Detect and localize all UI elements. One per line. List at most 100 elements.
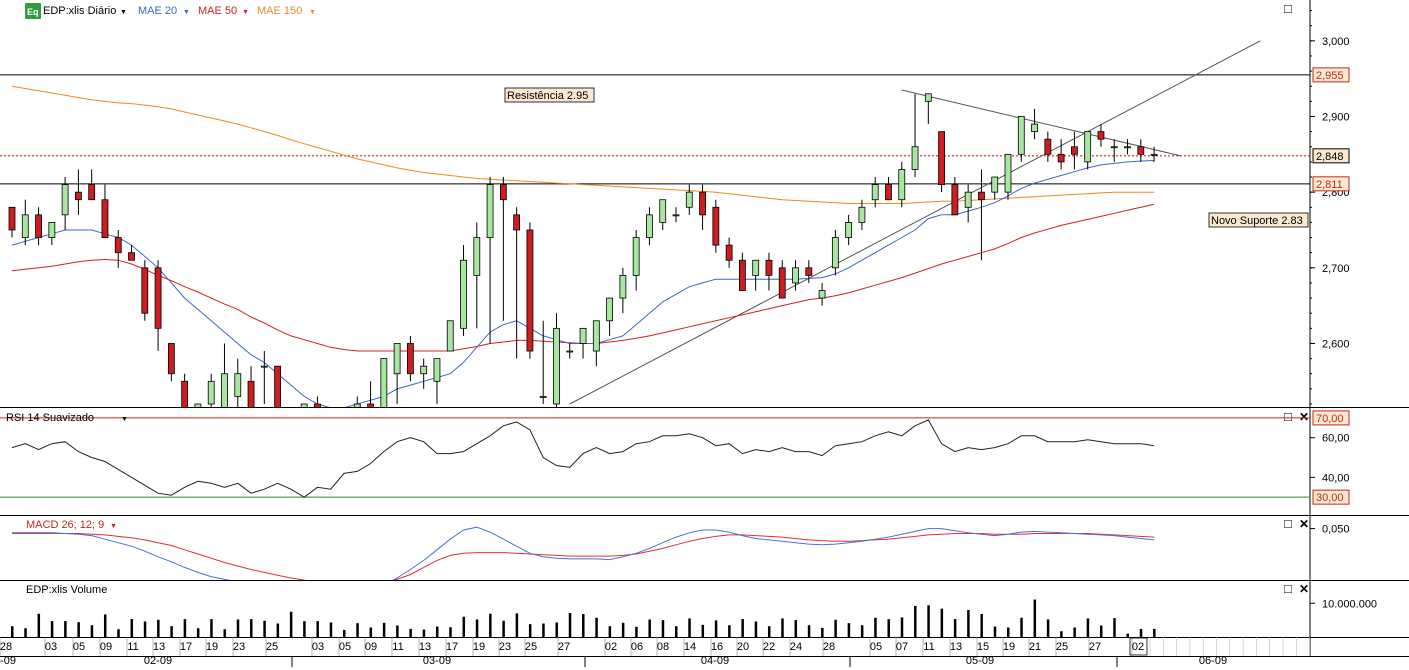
macd-menu-arrow[interactable]: ▼ — [110, 523, 117, 530]
x-day-label: 05 — [339, 641, 351, 653]
volume-bar — [170, 626, 173, 637]
volume-bar — [967, 610, 970, 637]
volume-bar — [50, 621, 54, 637]
candle-body — [221, 373, 228, 407]
candle-body — [831, 237, 839, 269]
volume-bar — [130, 619, 134, 637]
x-day-label: 13 — [419, 641, 431, 653]
rsi-tick-label: 60,00 — [1322, 433, 1350, 445]
candle-body — [991, 176, 999, 193]
x-day-label: 06 — [631, 641, 643, 653]
candle-body — [579, 327, 587, 344]
x-day-label: 16 — [711, 641, 723, 653]
candle-body — [1071, 146, 1078, 155]
volume-bar — [701, 624, 705, 637]
volume-bar — [980, 614, 983, 637]
macd-tick-label: 0,050 — [1322, 524, 1350, 536]
volume-bar — [196, 628, 200, 637]
candle-body — [1084, 131, 1092, 163]
resistance-price-label: 2,955 — [1316, 70, 1344, 82]
candle-body — [1044, 138, 1052, 155]
y-tick-label: 3,000 — [1322, 36, 1350, 48]
candle-body — [367, 403, 374, 407]
volume-bar — [316, 621, 319, 637]
candle-body — [473, 237, 481, 276]
volume-bar — [781, 618, 784, 637]
volume-label[interactable]: EDP:xlis Volume — [26, 584, 107, 596]
symbol-title[interactable]: EDP:xlis Diário — [43, 5, 116, 17]
candle-body — [1110, 146, 1118, 149]
volume-bar — [117, 629, 120, 637]
candle-body — [699, 191, 706, 216]
volume-pane-close-icon[interactable]: ✕ — [1299, 582, 1309, 596]
candle-body — [1097, 131, 1105, 140]
rsi-menu-arrow[interactable]: ▼ — [121, 416, 128, 423]
volume-bar — [502, 620, 505, 637]
candle-body — [314, 403, 321, 407]
volume-bar — [1153, 628, 1156, 637]
volume-bar — [582, 614, 585, 637]
volume-bar — [1126, 633, 1130, 637]
candle-body — [739, 259, 746, 291]
candle-body — [885, 184, 892, 201]
indicator-label-1[interactable]: MAE 50 — [198, 5, 237, 17]
volume-bar — [1113, 618, 1116, 637]
rsi-label[interactable]: RSI 14 Suavizado — [6, 412, 94, 424]
x-day-label: 23 — [499, 641, 511, 653]
volume-bar — [807, 625, 811, 637]
volume-bar — [621, 622, 625, 637]
annotations: Resistência 2.95 Novo Suporte 2.83 — [504, 87, 1309, 228]
volume-bar — [382, 622, 386, 637]
indicator-label-2[interactable]: MAE 150 — [257, 5, 302, 17]
rsi-pane-close-icon[interactable]: ✕ — [1299, 410, 1309, 424]
candle-body — [1057, 153, 1065, 163]
x-day-label: 13 — [950, 641, 962, 653]
volume-bar — [887, 619, 890, 637]
volume-bar — [250, 619, 253, 637]
volume-bar — [767, 626, 771, 637]
resistance-price-label-box — [1312, 67, 1350, 83]
x-day-label: 25 — [1056, 641, 1068, 653]
candle-body — [818, 290, 826, 299]
x-day-label: 28 — [0, 641, 12, 653]
volume-bar — [940, 608, 944, 637]
candle-body — [566, 350, 574, 353]
macd-label[interactable]: MACD 26; 12; 9 — [26, 519, 104, 531]
volume-bar — [24, 628, 27, 637]
indicator-label-0[interactable]: MAE 20 — [138, 5, 177, 17]
candle-body — [646, 214, 653, 238]
volume-bar — [343, 629, 346, 637]
volume-bar — [1020, 617, 1023, 637]
candle-body — [433, 358, 441, 382]
candle-body — [406, 343, 414, 375]
x-day-label: 05 — [870, 641, 882, 653]
rsi-level-box — [1312, 410, 1350, 426]
indicator-menu-arrow[interactable]: ▼ — [183, 9, 190, 16]
candle-body — [61, 184, 69, 216]
volume-bar — [542, 623, 545, 637]
candle-body — [606, 297, 613, 322]
mae150-line — [11, 85, 1155, 204]
volume-bar — [489, 613, 492, 637]
macd-pane-maximize-icon[interactable]: □ — [1284, 516, 1292, 531]
x-day-label: 17 — [446, 641, 458, 653]
candle-body — [35, 214, 42, 238]
candle-body — [1137, 146, 1145, 155]
rsi-line — [11, 419, 1155, 498]
volume-bar — [329, 622, 333, 637]
indicator-menu-arrow[interactable]: ▼ — [242, 9, 249, 16]
candle-body — [247, 380, 255, 407]
rsi-pane-maximize-icon[interactable]: □ — [1284, 409, 1292, 424]
x-day-label: 20 — [737, 641, 749, 653]
volume-bar — [223, 629, 226, 637]
resistance-label: Resistência 2.95 — [507, 90, 588, 102]
volume-pane-maximize-icon[interactable]: □ — [1284, 581, 1292, 596]
candle-body — [978, 191, 985, 201]
price-pane-maximize-icon[interactable]: □ — [1284, 1, 1292, 16]
candle-body — [513, 214, 521, 231]
macd-pane-close-icon[interactable]: ✕ — [1299, 517, 1309, 531]
indicator-menu-arrow[interactable]: ▼ — [309, 9, 316, 16]
candle-body — [181, 380, 189, 407]
candle-body — [1031, 123, 1038, 133]
symbol-menu-arrow[interactable]: ▼ — [120, 9, 127, 16]
